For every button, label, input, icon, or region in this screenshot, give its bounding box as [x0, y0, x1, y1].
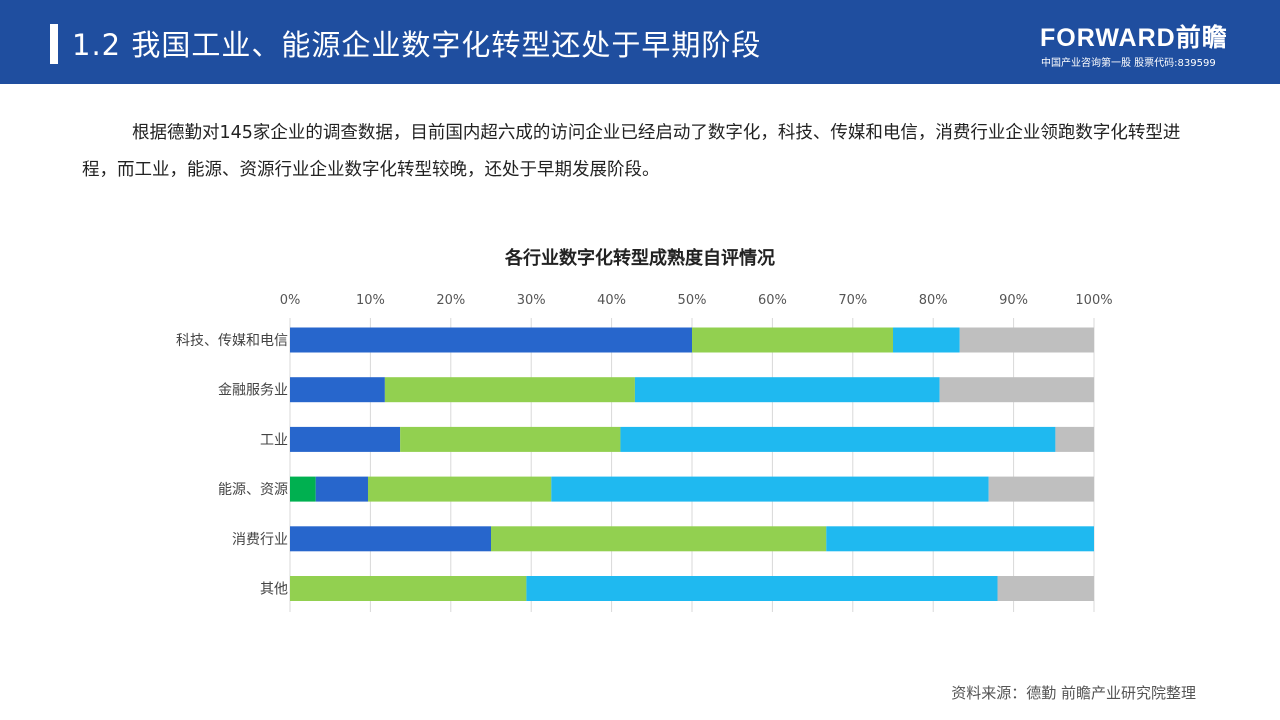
category-label: 科技、传媒和电信 [176, 333, 288, 349]
bar-segment [367, 476, 552, 502]
bar-segment [1055, 426, 1094, 452]
bar-segment [400, 426, 621, 452]
bar-segment [290, 526, 491, 552]
bar-segment [526, 576, 998, 601]
bar-segment [551, 476, 989, 502]
category-label: 工业 [260, 432, 288, 448]
bar-segment [290, 576, 527, 601]
title-accent-bar [50, 24, 58, 64]
bar-segment [634, 377, 940, 403]
category-label: 其他 [260, 582, 288, 598]
x-tick-label: 80% [919, 293, 948, 308]
category-label: 金融服务业 [218, 383, 288, 399]
bar-segment [826, 526, 1094, 552]
x-tick-label: 20% [436, 293, 465, 308]
bar-segment [290, 327, 692, 353]
x-tick-label: 70% [838, 293, 867, 308]
bar-segment [620, 426, 1056, 452]
bar-segment [290, 377, 385, 403]
bar-segment [290, 476, 316, 502]
x-tick-label: 0% [280, 293, 301, 308]
forward-logo: FORWARD前瞻 [1040, 24, 1228, 52]
category-label: 消费行业 [232, 532, 288, 548]
bar-segment [939, 377, 1094, 403]
bar-segment [491, 526, 827, 552]
category-label: 能源、资源 [218, 482, 288, 498]
page-title: 1.2 我国工业、能源企业数字化转型还处于早期阶段 [72, 28, 762, 62]
bar-segment [692, 327, 893, 353]
x-tick-label: 90% [999, 293, 1028, 308]
x-tick-label: 30% [517, 293, 546, 308]
bar-segment [959, 327, 1094, 353]
x-tick-label: 40% [597, 293, 626, 308]
bar-segment [893, 327, 960, 353]
bar-segment [988, 476, 1094, 502]
x-tick-label: 100% [1075, 293, 1112, 308]
logo-subtitle: 中国产业咨询第一股 股票代码:839599 [1041, 58, 1216, 69]
bar-segment [384, 377, 635, 403]
source-note: 资料来源：德勤 前瞻产业研究院整理 [951, 684, 1196, 702]
bar-segment [290, 426, 401, 452]
chart-title: 各行业数字化转型成熟度自评情况 [505, 248, 775, 269]
intro-paragraph: 根据德勤对145家企业的调查数据，目前国内超六成的访问企业已经启动了数字化，科技… [82, 123, 1181, 180]
bar-segment [997, 576, 1094, 601]
x-tick-label: 10% [356, 293, 385, 308]
header-bar: 1.2 我国工业、能源企业数字化转型还处于早期阶段 FORWARD前瞻 中国产业… [0, 0, 1280, 84]
x-tick-label: 50% [678, 293, 707, 308]
x-tick-label: 60% [758, 293, 787, 308]
bar-segment [315, 476, 368, 502]
